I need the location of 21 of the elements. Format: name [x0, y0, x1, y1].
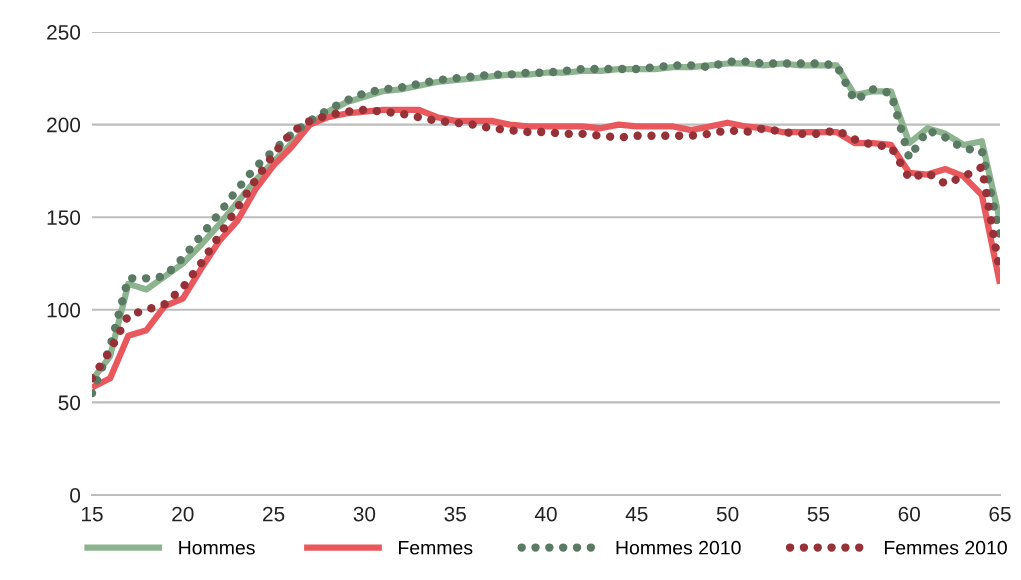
legend-label: Hommes 2010 [616, 540, 741, 555]
y-tick-label: 200 [47, 117, 81, 133]
x-tick-label: 35 [444, 506, 466, 522]
x-tick-label: 55 [807, 506, 830, 522]
y-tick-label: 250 [47, 25, 81, 40]
x-tick-label: 40 [534, 506, 557, 522]
x-tick-label: 20 [172, 506, 194, 522]
y-tick-label: 0 [70, 488, 81, 503]
x-tick-label: 15 [82, 506, 103, 522]
x-tick-label: 50 [716, 506, 739, 522]
x-tick-label: 65 [989, 506, 1011, 522]
x-tick-label: 45 [625, 506, 648, 522]
legend-label: Hommes [179, 540, 255, 555]
y-tick-label: 150 [47, 210, 81, 225]
legend-label: Femmes [399, 540, 473, 555]
legend-label: Femmes 2010 [884, 540, 1007, 555]
y-tick-label: 50 [58, 395, 81, 411]
x-tick-label: 25 [263, 506, 285, 522]
y-tick-label: 100 [47, 302, 81, 318]
x-tick-label: 30 [353, 506, 376, 522]
x-tick-label: 60 [898, 506, 920, 522]
